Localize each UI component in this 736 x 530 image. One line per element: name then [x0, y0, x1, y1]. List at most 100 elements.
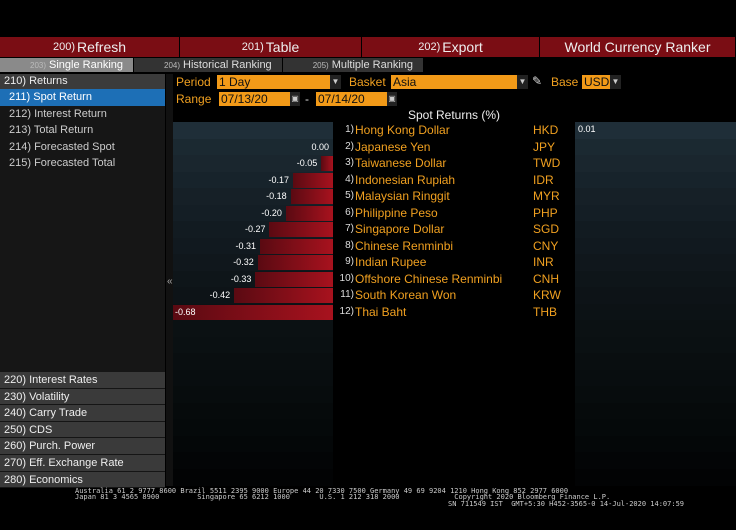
chart-row-bg [173, 468, 333, 486]
nav-item-forecasted-total[interactable]: 215) Forecasted Total [9, 157, 116, 169]
base-select[interactable]: USD [582, 75, 610, 89]
readout-row-bg [575, 138, 736, 156]
nav-item-spot-return[interactable]: 211) Spot Return [0, 89, 165, 106]
readout-row-bg [575, 336, 736, 354]
bar-value-label: -0.68 [175, 306, 196, 317]
rank-number: 5) [345, 190, 354, 201]
currency-code: INR [533, 255, 554, 269]
bar-idr[interactable] [293, 172, 333, 188]
nav-collapse-handle[interactable] [166, 74, 173, 486]
base-dropdown-icon[interactable]: ▼ [610, 75, 621, 89]
nav-group-economics[interactable]: 280) Economics [0, 471, 165, 489]
table-title: Spot Returns (%) [407, 108, 501, 122]
readout-row-bg [575, 155, 736, 172]
list-item[interactable]: 9) Indian Rupee INR [336, 254, 572, 271]
calendar-icon[interactable]: ▣ [290, 92, 300, 106]
range-to-input[interactable]: 07/14/20 [316, 92, 387, 106]
nav-group-volatility[interactable]: 230) Volatility [0, 388, 165, 406]
bar-thb[interactable] [173, 304, 333, 320]
currency-name: Indian Rupee [355, 255, 427, 269]
readout-row-bg [575, 435, 736, 453]
period-select[interactable]: 1 Day [217, 75, 330, 89]
range-from-input[interactable]: 07/13/20 [219, 92, 290, 106]
chart-row-bg [173, 336, 333, 354]
list-item[interactable]: 7) Singapore Dollar SGD [336, 221, 572, 238]
pencil-icon[interactable]: ✎ [532, 74, 543, 88]
chart-row-bg [173, 155, 333, 172]
tab-label: Single Ranking [49, 59, 124, 71]
nav-item-forecasted-spot[interactable]: 214) Forecasted Spot [9, 140, 115, 153]
nav-group-eff-exchange-rate[interactable]: 270) Eff. Exchange Rate [0, 454, 165, 472]
export-button-number: 202) [418, 41, 441, 53]
list-item[interactable]: 2) Japanese Yen JPY [336, 139, 572, 156]
nav-group-purch-power[interactable]: 260) Purch. Power [0, 438, 165, 455]
basket-select[interactable]: Asia [391, 75, 517, 89]
rank-number: 1) [345, 124, 354, 135]
base-value-readout: 0.01 [578, 124, 596, 134]
list-item[interactable]: 5) Malaysian Ringgit MYR [336, 188, 572, 205]
list-item[interactable]: 11) South Korean Won KRW [336, 287, 572, 304]
currency-name: Hong Kong Dollar [355, 123, 450, 137]
rank-number: 2) [345, 140, 354, 152]
currency-name: Offshore Chinese Renminbi [355, 271, 503, 286]
nav-group-carry-trade[interactable]: 240) Carry Trade [0, 405, 165, 422]
range-label: Range [176, 92, 212, 106]
bar-sgd[interactable] [269, 222, 333, 237]
refresh-button[interactable]: 200) Refresh [0, 37, 180, 57]
list-item[interactable]: 8) Chinese Renminbi CNY [336, 238, 572, 255]
basket-label: Basket [349, 75, 386, 89]
nav-group-returns[interactable]: 210) Returns [0, 74, 165, 89]
list-item[interactable]: 4) Indonesian Rupiah IDR [336, 172, 572, 189]
chart-row-bg [173, 353, 333, 370]
tab-number: 205) [312, 60, 329, 70]
bar-myr[interactable] [290, 189, 333, 204]
refresh-button-number: 200) [52, 41, 75, 53]
currency-code: HKD [533, 123, 559, 137]
nav-item-interest-return[interactable]: 212) Interest Return [9, 107, 107, 120]
tab-number: 203) [30, 60, 47, 70]
readout-row-bg [575, 270, 736, 288]
export-button[interactable]: 202) Export [362, 37, 540, 57]
base-readout-column: 0.01 [575, 122, 736, 486]
bar-value-label: -0.05 [296, 158, 318, 168]
readout-row-bg [575, 468, 736, 486]
list-item[interactable]: 10) Offshore Chinese Renminbi CNH [336, 271, 572, 288]
readout-row-bg [575, 320, 736, 337]
bar-value-label: -0.42 [209, 290, 231, 300]
bar-cny[interactable] [260, 238, 333, 254]
list-item[interactable]: 12) Thai Baht THB [336, 304, 572, 321]
nav-group-cds[interactable]: 250) CDS [0, 421, 165, 439]
readout-row-bg [575, 237, 736, 255]
bar-php[interactable] [285, 205, 333, 221]
left-nav: 210) Returns 211) Spot Return 212) Inter… [0, 74, 165, 489]
currency-code: TWD [533, 156, 561, 170]
currency-code: THB [533, 304, 557, 319]
tab-historical-ranking[interactable]: 204) Historical Ranking [134, 58, 283, 72]
basket-dropdown-icon[interactable]: ▼ [517, 75, 528, 89]
currency-name: Japanese Yen [355, 139, 431, 154]
bar-inr[interactable] [257, 255, 333, 270]
readout-row-bg [575, 303, 736, 321]
list-item[interactable]: 6) Philippine Peso PHP [336, 205, 572, 222]
period-dropdown-icon[interactable]: ▼ [330, 75, 341, 89]
collapse-arrow-icon[interactable]: « [167, 276, 173, 287]
rank-number: 12) [339, 305, 354, 317]
nav-item-total-return[interactable]: 213) Total Return [9, 124, 94, 136]
nav-group-interest-rates[interactable]: 220) Interest Rates [0, 372, 165, 389]
base-label: Base [551, 75, 579, 89]
table-button[interactable]: 201) Table [180, 37, 362, 57]
currency-code: MYR [533, 189, 560, 203]
list-item[interactable]: 3) Taiwanese Dollar TWD [336, 155, 572, 172]
tab-single-ranking[interactable]: 203) Single Ranking [0, 58, 135, 72]
tab-multiple-ranking[interactable]: 205) Multiple Ranking [282, 58, 425, 72]
bar-cnh[interactable] [255, 271, 333, 287]
readout-row-bg [575, 204, 736, 222]
bar-twd[interactable] [321, 156, 333, 171]
chart-row-bg [173, 452, 333, 469]
readout-row-bg [575, 188, 736, 205]
calendar-icon[interactable]: ▣ [387, 92, 397, 106]
bar-krw[interactable] [234, 288, 333, 303]
chart-row-bg [173, 435, 333, 453]
chart-row-bg [173, 320, 333, 337]
list-item[interactable]: 1) Hong Kong Dollar HKD [336, 122, 572, 139]
